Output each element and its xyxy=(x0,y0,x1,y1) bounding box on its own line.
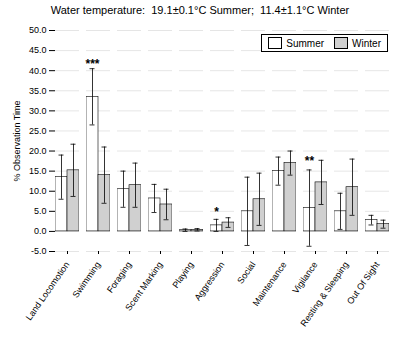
svg-text:20.0: 20.0 xyxy=(29,146,47,156)
svg-text:Maintenance: Maintenance xyxy=(251,260,289,308)
svg-text:Aggression: Aggression xyxy=(192,260,226,303)
html-text:Water temperature: 19.1±0.1°C: Water temperature: 19.1±0.1°C Summer; 11… xyxy=(50,4,350,16)
html-text:Summer: Summer xyxy=(286,37,325,49)
svg-text:Vigilance: Vigilance xyxy=(290,260,319,296)
svg-text:50.0: 50.0 xyxy=(29,25,47,35)
svg-text:35.0: 35.0 xyxy=(29,86,47,96)
svg-text:**: ** xyxy=(305,154,315,168)
svg-text:0.0: 0.0 xyxy=(34,226,47,236)
html-text:Winter: Winter xyxy=(352,37,381,49)
svg-text:*: * xyxy=(214,205,219,219)
svg-text:15.0: 15.0 xyxy=(29,166,47,176)
svg-text:Social: Social xyxy=(235,260,257,286)
svg-text:% Observation Time: % Observation Time xyxy=(12,100,22,181)
svg-text:40.0: 40.0 xyxy=(29,66,47,76)
svg-text:45.0: 45.0 xyxy=(29,45,47,55)
svg-text:Swimming: Swimming xyxy=(70,260,102,300)
svg-text:25.0: 25.0 xyxy=(29,126,47,136)
svg-text:Resting & Sleeping: Resting & Sleeping xyxy=(298,260,350,328)
svg-text:Out Of Sight: Out Of Sight xyxy=(345,259,382,306)
svg-text:Land Locomotion: Land Locomotion xyxy=(24,260,72,322)
svg-text:10.0: 10.0 xyxy=(29,186,47,196)
svg-text:Playing: Playing xyxy=(170,260,195,290)
svg-text:-5.0: -5.0 xyxy=(31,246,47,256)
svg-text:30.0: 30.0 xyxy=(29,106,47,116)
svg-text:Foraging: Foraging xyxy=(105,260,134,295)
svg-text:5.0: 5.0 xyxy=(34,206,47,216)
svg-text:***: *** xyxy=(85,57,99,71)
svg-text:Scent Marking: Scent Marking xyxy=(123,260,164,313)
